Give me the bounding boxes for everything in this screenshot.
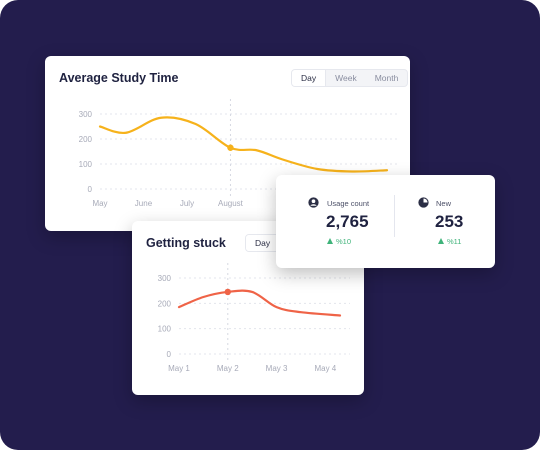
x-tick-label: May <box>92 199 107 208</box>
y-tick-label: 300 <box>79 110 93 119</box>
period-toggle: Day Week Month <box>291 69 409 87</box>
series-line <box>177 289 342 317</box>
x-tick-label: July <box>180 199 194 208</box>
stat-change: %11 <box>438 237 461 246</box>
usage-count-stat: Usage count 2,765 %10 <box>276 175 394 268</box>
card-title: Getting stuck <box>146 236 226 250</box>
up-arrow-icon <box>438 238 444 244</box>
highlight-point <box>227 144 234 151</box>
y-tick-label: 100 <box>79 160 93 169</box>
series-line <box>98 116 389 173</box>
x-tick-label: May 4 <box>314 364 336 373</box>
card-title: Average Study Time <box>59 71 179 85</box>
x-tick-label: June <box>135 199 153 208</box>
tab-day[interactable]: Day <box>292 70 327 86</box>
y-tick-label: 0 <box>167 350 172 359</box>
stat-change-value: %11 <box>447 237 462 246</box>
stat-change-value: %10 <box>336 237 352 246</box>
tab-month[interactable]: Month <box>374 73 399 83</box>
tab-week[interactable]: Week <box>335 73 357 83</box>
x-tick-label: May 2 <box>217 364 239 373</box>
y-tick-label: 200 <box>158 299 172 308</box>
stat-label: Usage count <box>327 199 370 208</box>
stat-value: 2,765 <box>326 212 369 231</box>
y-tick-label: 300 <box>158 274 172 283</box>
y-tick-label: 200 <box>79 135 93 144</box>
getting-stuck-line-chart: 0 100 200 300 May 1 May 2 May 3 May 4 <box>158 263 350 373</box>
study-time-line-chart: 0 100 200 300 May June July August <box>79 99 397 208</box>
x-tick-label: May 3 <box>266 364 288 373</box>
stat-value: 253 <box>435 212 464 231</box>
x-tick-label: May 1 <box>168 364 190 373</box>
stat-label: New <box>436 199 452 208</box>
x-tick-label: August <box>218 199 244 208</box>
highlight-point <box>224 288 231 296</box>
up-arrow-icon <box>327 238 333 244</box>
new-stat: New 253 %11 <box>395 175 495 268</box>
stats-card: Usage count 2,765 %10 New 253 %11 <box>276 175 495 268</box>
divider <box>394 195 395 237</box>
user-icon <box>308 197 319 208</box>
stat-change: %10 <box>327 237 351 246</box>
pie-icon <box>418 197 429 208</box>
y-tick-label: 100 <box>158 325 172 334</box>
y-tick-label: 0 <box>88 185 93 194</box>
average-study-time-card: Average Study Time Day Week Month 0 100 20… <box>45 56 410 231</box>
